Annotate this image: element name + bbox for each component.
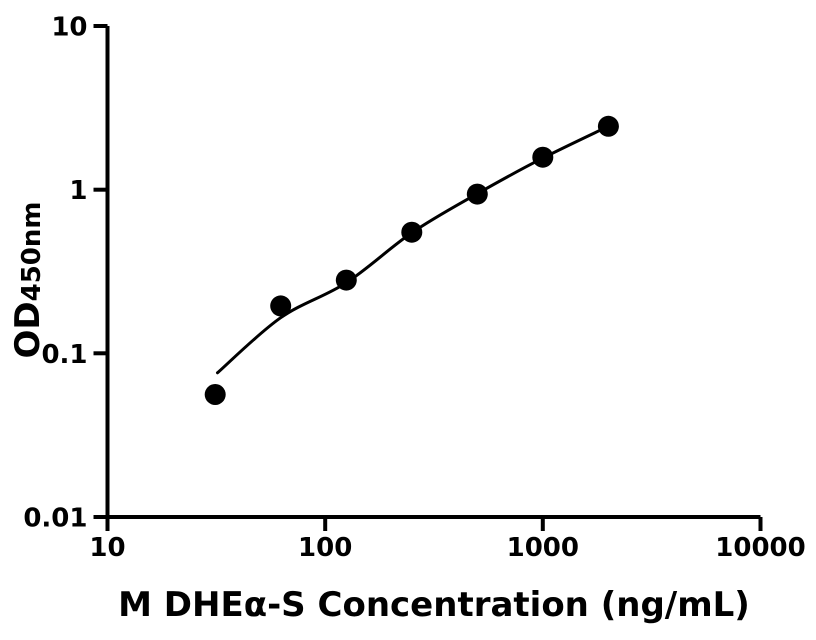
y-tick-label: 1 [69, 176, 87, 206]
y-tick-label: 10 [51, 13, 87, 43]
y-tick-label: 0.1 [41, 340, 87, 370]
y-axis-title-main: OD [8, 301, 48, 359]
data-point-marker [270, 295, 292, 317]
data-point-marker [204, 384, 226, 405]
fitted-curve-line [216, 124, 610, 375]
x-tick-label: 10000 [715, 533, 805, 563]
x-axis-title: M DHEα-S Concentration (ng/mL) [118, 585, 750, 625]
x-tick-label: 1000 [507, 533, 579, 563]
axis-line [105, 26, 761, 519]
x-tick-label: 10 [89, 533, 125, 563]
y-tick-label: 0.01 [23, 504, 87, 534]
y-axis-title: OD 450nm [6, 170, 50, 390]
x-tick-label: 100 [298, 533, 352, 563]
y-axis-title-subscript: 450nm [17, 201, 47, 302]
